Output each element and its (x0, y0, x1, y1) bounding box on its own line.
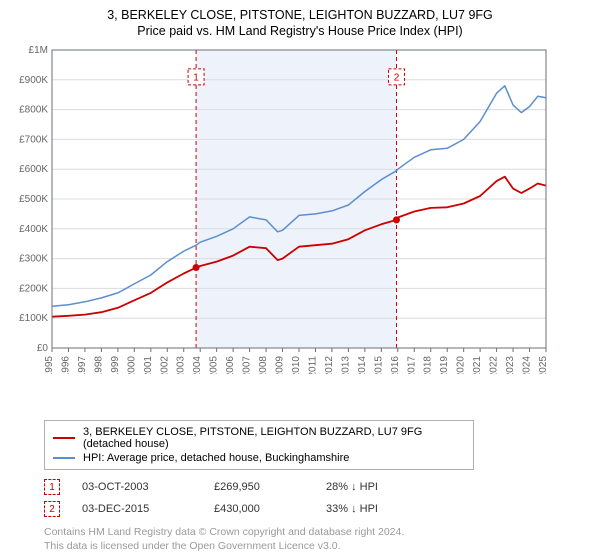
x-tick-label: 2015 (373, 356, 384, 374)
legend: 3, BERKELEY CLOSE, PITSTONE, LEIGHTON BU… (44, 420, 474, 470)
x-tick-label: 1997 (77, 356, 88, 374)
x-tick-label: 2010 (291, 356, 302, 374)
title-sub: Price paid vs. HM Land Registry's House … (12, 24, 588, 38)
x-tick-label: 1999 (110, 356, 121, 374)
x-tick-label: 2019 (439, 356, 450, 374)
x-tick-label: 2001 (143, 356, 154, 374)
legend-swatch (53, 437, 75, 440)
y-tick-label: £700K (19, 134, 48, 145)
legend-row: 3, BERKELEY CLOSE, PITSTONE, LEIGHTON BU… (53, 425, 465, 451)
sale-marker-dot (393, 216, 400, 223)
x-tick-label: 2011 (307, 356, 318, 374)
footer-line-2: This data is licensed under the Open Gov… (44, 540, 588, 554)
marker-price: £269,950 (214, 481, 304, 493)
footer-attribution: Contains HM Land Registry data © Crown c… (44, 526, 588, 553)
x-tick-label: 2021 (472, 356, 483, 374)
x-tick-label: 2017 (406, 356, 417, 374)
marker-pct: 33% ↓ HPI (326, 503, 378, 515)
marker-price: £430,000 (214, 503, 304, 515)
title-block: 3, BERKELEY CLOSE, PITSTONE, LEIGHTON BU… (12, 8, 588, 38)
chart-area: £0 £100K £200K £300K £400K £500K £600K £700K £80… (12, 44, 588, 414)
y-tick-label: £400K (19, 224, 48, 235)
sale-markers-table: 1 03-OCT-2003 £269,950 28% ↓ HPI 2 03-DEC-201… (44, 476, 588, 520)
x-tick-label: 1996 (60, 356, 71, 374)
y-tick-label: £800K (19, 105, 48, 116)
x-tick-label: 1998 (93, 356, 104, 374)
title-main: 3, BERKELEY CLOSE, PITSTONE, LEIGHTON BU… (12, 8, 588, 22)
y-tick-label: £500K (19, 194, 48, 205)
x-tick-label: 2013 (340, 356, 351, 374)
x-tick-label: 2020 (456, 356, 467, 374)
marker-badge: 1 (44, 479, 60, 495)
y-tick-label: £600K (19, 164, 48, 175)
marker-row: 2 03-DEC-2015 £430,000 33% ↓ HPI (44, 498, 588, 520)
marker-date: 03-DEC-2015 (82, 503, 192, 515)
x-tick-label: 2008 (258, 356, 269, 374)
x-tick-label: 2018 (423, 356, 434, 374)
marker-pct: 28% ↓ HPI (326, 481, 378, 493)
x-tick-label: 2012 (324, 356, 335, 374)
marker-row: 1 03-OCT-2003 £269,950 28% ↓ HPI (44, 476, 588, 498)
x-tick-label: 2025 (538, 356, 549, 374)
x-tick-label: 2007 (242, 356, 253, 374)
legend-label: HPI: Average price, detached house, Buck… (83, 452, 349, 464)
marker-date: 03-OCT-2003 (82, 481, 192, 493)
legend-label: 3, BERKELEY CLOSE, PITSTONE, LEIGHTON BU… (83, 426, 465, 450)
y-tick-label: £0 (37, 343, 49, 354)
line-chart-svg: £0 £100K £200K £300K £400K £500K £600K £700K £80… (12, 44, 552, 374)
marker-badge: 2 (44, 501, 60, 517)
x-tick-label: 2002 (159, 356, 170, 374)
y-tick-label: £100K (19, 313, 48, 324)
x-tick-label: 2004 (192, 356, 203, 374)
vline-badge-label: 2 (394, 72, 400, 83)
y-tick-label: £1M (29, 45, 48, 56)
x-tick-label: 2006 (225, 356, 236, 374)
x-tick-label: 2003 (176, 356, 187, 374)
footer-line-1: Contains HM Land Registry data © Crown c… (44, 526, 588, 540)
chart-container: 3, BERKELEY CLOSE, PITSTONE, LEIGHTON BU… (0, 0, 600, 559)
x-tick-label: 2000 (126, 356, 137, 374)
x-tick-label: 2022 (489, 356, 500, 374)
x-tick-label: 2023 (505, 356, 516, 374)
legend-row: HPI: Average price, detached house, Buck… (53, 451, 465, 465)
legend-swatch (53, 457, 75, 460)
x-tick-label: 2014 (357, 356, 368, 374)
x-tick-label: 2016 (390, 356, 401, 374)
x-tick-label: 1995 (44, 356, 55, 374)
y-tick-label: £200K (19, 283, 48, 294)
x-tick-label: 2005 (209, 356, 220, 374)
vline-badge-label: 1 (193, 72, 199, 83)
y-tick-label: £300K (19, 254, 48, 265)
y-tick-label: £900K (19, 75, 48, 86)
sale-marker-dot (193, 264, 200, 271)
x-tick-label: 2009 (275, 356, 286, 374)
x-tick-label: 2024 (522, 356, 533, 374)
